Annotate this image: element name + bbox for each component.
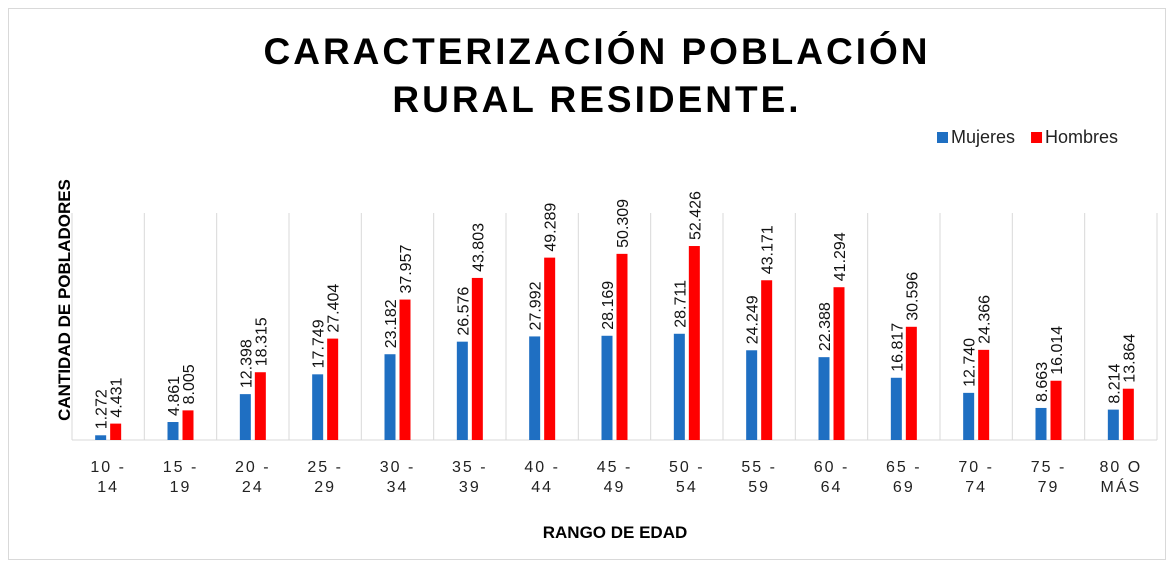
bar: [327, 338, 339, 440]
bar: [616, 253, 628, 440]
bar: [167, 422, 179, 440]
data-label: 22.388: [817, 302, 834, 351]
bar: [818, 357, 830, 440]
x-tick-label: 55 - 59: [741, 459, 777, 496]
data-label: 30.596: [904, 272, 921, 321]
data-label: 27.992: [528, 281, 545, 330]
data-label: 23.182: [383, 299, 400, 348]
x-tick-label: 20 - 24: [235, 459, 271, 496]
bar: [384, 354, 396, 440]
bar: [601, 335, 613, 440]
data-label: 26.576: [455, 287, 472, 336]
x-tick-label: 35 - 39: [452, 459, 488, 496]
bar: [95, 435, 107, 440]
x-tick-label: 15 - 19: [162, 459, 199, 496]
legend-swatch: [1031, 132, 1043, 143]
bar: [182, 410, 194, 440]
bar: [399, 299, 411, 440]
bar: [1035, 407, 1047, 440]
bar: [529, 336, 541, 440]
data-label: 1.272: [94, 389, 111, 429]
x-tick-label: 80 O MÁS: [1099, 459, 1143, 496]
x-tick-label: 40 - 44: [524, 459, 560, 496]
data-label: 28.711: [672, 280, 689, 328]
data-label: 37.957: [398, 245, 415, 294]
data-label: 12.398: [238, 339, 255, 388]
data-label: 28.169: [600, 281, 617, 330]
x-tick-label: 75 - 79: [1030, 459, 1067, 496]
chart-title: CARACTERIZACIÓN POBLACIÓN RURAL RESIDENT…: [263, 31, 931, 120]
bar: [1050, 380, 1062, 440]
legend-swatch: [937, 132, 948, 143]
x-tick-label: 10 - 14: [90, 459, 126, 496]
data-label: 43.803: [470, 223, 487, 272]
data-label: 17.749: [311, 319, 328, 368]
data-label: 50.309: [615, 199, 632, 248]
data-label: 4.861: [166, 376, 183, 416]
data-label: 24.366: [977, 295, 994, 344]
bar: [544, 257, 556, 440]
data-label: 8.214: [1106, 363, 1123, 403]
x-tick-label: 50 - 54: [669, 459, 705, 496]
data-label: 16.014: [1049, 326, 1066, 375]
x-tick-label: 25 - 29: [307, 459, 343, 496]
chart-border: [8, 8, 1166, 560]
data-label: 41.294: [832, 232, 849, 281]
bar: [312, 374, 324, 440]
x-tick-label: 60 - 64: [813, 459, 850, 496]
data-label: 27.404: [326, 284, 343, 333]
data-label: 18.315: [253, 317, 270, 366]
bar: [688, 246, 700, 440]
bar: [890, 377, 902, 440]
bar: [978, 349, 990, 440]
data-label: 52.426: [687, 191, 704, 240]
bar: [471, 277, 483, 440]
y-axis-label: CANTIDAD DE POBLADORES: [55, 179, 74, 421]
data-label: 12.740: [962, 338, 979, 387]
bar: [1122, 388, 1134, 440]
legend-label: Mujeres: [951, 127, 1015, 147]
x-tick-label: 45 - 49: [596, 459, 633, 496]
data-label: 24.249: [745, 295, 762, 344]
x-tick-label: 30 - 34: [379, 459, 416, 496]
data-label: 16.817: [889, 323, 906, 372]
bar: [963, 392, 975, 440]
x-tick-label: 70 - 74: [958, 459, 994, 496]
x-axis-label: RANGO DE EDAD: [543, 523, 688, 542]
bar: [239, 394, 251, 440]
bar: [746, 350, 758, 440]
bar: [905, 326, 917, 440]
bar: [833, 287, 845, 440]
legend-label: Hombres: [1045, 127, 1118, 147]
data-label: 4.431: [109, 377, 126, 417]
data-label: 43.171: [760, 225, 777, 274]
data-label: 8.663: [1034, 362, 1051, 402]
bar: [456, 341, 468, 440]
bar: [110, 423, 122, 440]
data-label: 13.864: [1121, 334, 1138, 383]
bar: [1107, 409, 1119, 440]
bar: [673, 333, 685, 440]
data-label: 49.289: [543, 203, 560, 252]
x-tick-label: 65 - 69: [886, 459, 922, 496]
bar: [761, 280, 773, 440]
bar: [254, 372, 266, 440]
data-label: 8.005: [181, 364, 198, 404]
